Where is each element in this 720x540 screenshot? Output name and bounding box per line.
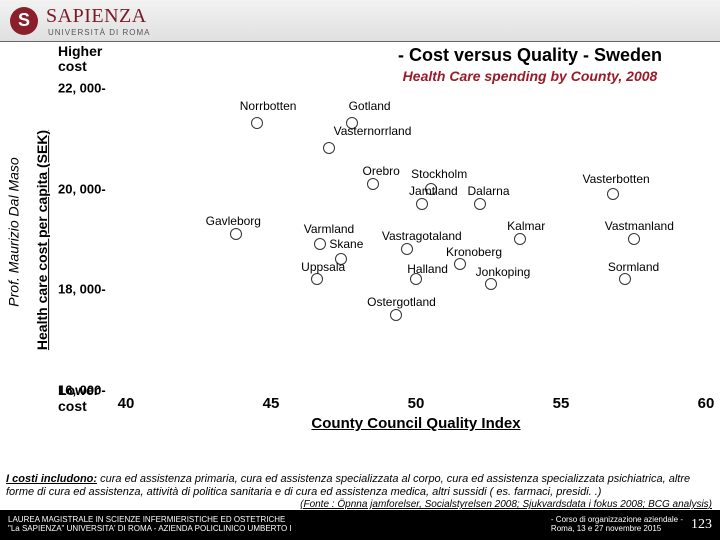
- page-number: 123: [691, 517, 712, 533]
- y-tick: 18, 000-: [58, 282, 106, 297]
- scatter-point: [323, 142, 335, 154]
- scatter-point: [314, 238, 326, 250]
- author-vertical: Prof. Maurizio Dal Maso: [0, 42, 28, 422]
- scatter-label: Vastragotaland: [382, 229, 462, 243]
- lower-cost-label: Lower cost: [58, 383, 99, 414]
- scatter-point: [230, 228, 242, 240]
- scatter-point: [251, 117, 263, 129]
- scatter-label: Jonkoping: [476, 265, 531, 279]
- scatter-label: Dalarna: [467, 184, 509, 198]
- chart-title-sub: Health Care spending by County, 2008: [350, 67, 710, 85]
- scatter-point: [311, 273, 323, 285]
- y-axis-label: Health care cost per capita (SEK): [28, 60, 56, 420]
- scatter-label: Sormland: [608, 260, 659, 274]
- higher-cost-label: Higher cost: [58, 44, 102, 75]
- x-tick: 55: [553, 395, 570, 412]
- scatter-point: [514, 233, 526, 245]
- plot-area: Higher cost - Cost versus Quality - Swed…: [58, 44, 714, 422]
- y-tick: 22, 000-: [58, 81, 106, 96]
- scatter-label: Norrbotten: [240, 99, 297, 113]
- footer: LAUREA MAGISTRALE IN SCIENZE INFERMIERIS…: [0, 510, 720, 540]
- footnote-lead: I costi includono:: [6, 473, 97, 485]
- scatter-point: [454, 258, 466, 270]
- header: S SAPIENZA UNIVERSITÀ DI ROMA: [0, 0, 720, 42]
- scatter-label: Orebro: [363, 164, 400, 178]
- footer-left: LAUREA MAGISTRALE IN SCIENZE INFERMIERIS…: [8, 516, 292, 534]
- univ-logo-icon: S: [10, 7, 38, 35]
- scatter-point: [628, 233, 640, 245]
- scatter-label: Vasternorrland: [334, 124, 412, 138]
- scatter-point: [416, 198, 428, 210]
- scatter-label: Gotland: [349, 99, 391, 113]
- univ-sub: UNIVERSITÀ DI ROMA: [48, 28, 150, 37]
- x-axis-label: County Council Quality Index: [311, 415, 520, 432]
- chart-title-block: - Cost versus Quality - Sweden Health Ca…: [350, 44, 710, 85]
- x-tick: 50: [408, 395, 425, 412]
- scatter-point: [607, 188, 619, 200]
- x-tick: 60: [698, 395, 715, 412]
- scatter-label: Jamtland: [409, 184, 458, 198]
- axis-area: County Council Quality Index 16, 000-18,…: [126, 88, 706, 390]
- chart-title-main: - Cost versus Quality - Sweden: [350, 44, 710, 67]
- univ-name: SAPIENZA: [46, 5, 150, 28]
- scatter-point: [474, 198, 486, 210]
- y-tick: 20, 000-: [58, 181, 106, 196]
- footnote-body: cura ed assistenza primaria, cura ed ass…: [6, 473, 690, 499]
- scatter-point: [367, 178, 379, 190]
- scatter-point: [401, 243, 413, 255]
- scatter-label: Halland: [407, 262, 448, 276]
- scatter-label: Stockholm: [411, 167, 467, 181]
- scatter-label: Ostergotland: [367, 295, 436, 309]
- scatter-point: [390, 309, 402, 321]
- scatter-label: Kronoberg: [446, 245, 502, 259]
- scatter-point: [619, 273, 631, 285]
- scatter-label: Skane: [329, 237, 363, 251]
- scatter-point: [485, 278, 497, 290]
- footnote: I costi includono: cura ed assistenza pr…: [6, 473, 714, 501]
- scatter-label: Vastmanland: [605, 219, 674, 233]
- scatter-label: Gavleborg: [206, 214, 261, 228]
- source-line: (Fonte : Öpnna jamforelser, Socialstyrel…: [300, 499, 712, 510]
- scatter-label: Uppsala: [301, 260, 345, 274]
- x-tick: 40: [118, 395, 135, 412]
- footer-right: - Corso di organizzazione aziendale - Ro…: [551, 516, 683, 534]
- scatter-label: Kalmar: [507, 219, 545, 233]
- scatter-label: Varmland: [304, 222, 354, 236]
- x-tick: 45: [263, 395, 280, 412]
- scatter-label: Vasterbotten: [583, 172, 650, 186]
